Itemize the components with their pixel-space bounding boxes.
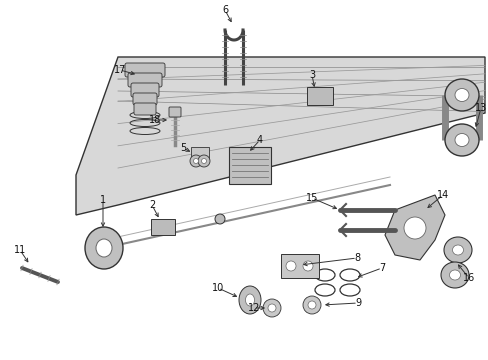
Ellipse shape: [245, 294, 254, 306]
Circle shape: [198, 155, 209, 167]
Text: 14: 14: [436, 190, 448, 200]
Text: 5: 5: [180, 143, 186, 153]
Ellipse shape: [454, 134, 468, 147]
Polygon shape: [384, 195, 444, 260]
Text: 15: 15: [305, 193, 318, 203]
Text: 6: 6: [222, 5, 227, 15]
Circle shape: [303, 261, 312, 271]
Circle shape: [403, 217, 425, 239]
Text: 12: 12: [247, 303, 260, 313]
Circle shape: [190, 155, 202, 167]
Ellipse shape: [451, 245, 463, 255]
FancyBboxPatch shape: [281, 254, 318, 278]
Text: 7: 7: [378, 263, 385, 273]
FancyBboxPatch shape: [131, 83, 159, 97]
FancyBboxPatch shape: [128, 73, 162, 87]
Circle shape: [215, 214, 224, 224]
Text: 10: 10: [211, 283, 224, 293]
FancyBboxPatch shape: [228, 147, 270, 184]
Ellipse shape: [443, 237, 471, 263]
Text: 16: 16: [462, 273, 474, 283]
Text: 18: 18: [148, 115, 161, 125]
Ellipse shape: [448, 270, 460, 280]
Polygon shape: [76, 57, 484, 215]
Text: 4: 4: [256, 135, 263, 145]
FancyBboxPatch shape: [125, 63, 164, 77]
Text: 17: 17: [114, 65, 126, 75]
Text: 1: 1: [100, 195, 106, 205]
Ellipse shape: [239, 286, 261, 314]
Ellipse shape: [85, 227, 123, 269]
Ellipse shape: [444, 79, 478, 111]
Text: 9: 9: [354, 298, 360, 308]
Ellipse shape: [96, 239, 112, 257]
Text: 11: 11: [14, 245, 26, 255]
FancyBboxPatch shape: [306, 87, 332, 105]
Text: 3: 3: [308, 70, 314, 80]
FancyBboxPatch shape: [151, 219, 175, 235]
Text: 8: 8: [353, 253, 359, 263]
Circle shape: [307, 301, 315, 309]
Circle shape: [303, 296, 320, 314]
FancyBboxPatch shape: [133, 93, 157, 105]
Circle shape: [201, 158, 206, 163]
Text: 13: 13: [474, 103, 486, 113]
FancyBboxPatch shape: [134, 103, 156, 115]
Text: 2: 2: [148, 200, 155, 210]
FancyBboxPatch shape: [191, 147, 208, 159]
Ellipse shape: [444, 124, 478, 156]
Ellipse shape: [440, 262, 468, 288]
FancyBboxPatch shape: [169, 107, 181, 117]
Circle shape: [193, 158, 198, 163]
Ellipse shape: [454, 89, 468, 102]
Circle shape: [285, 261, 295, 271]
Circle shape: [267, 304, 275, 312]
Circle shape: [263, 299, 281, 317]
